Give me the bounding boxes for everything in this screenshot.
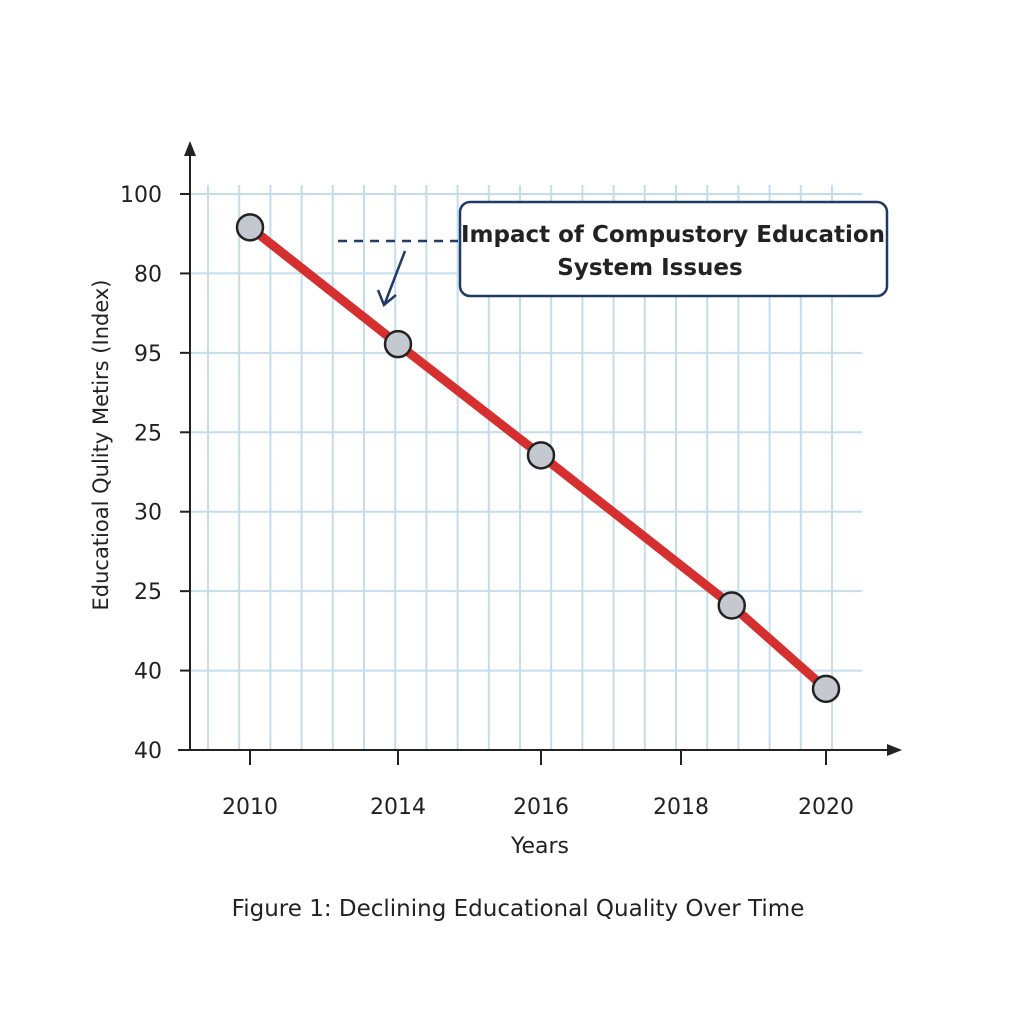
series — [235, 213, 841, 704]
annotation-arrow-shaft — [383, 250, 407, 304]
x-tick-label: 2018 — [653, 795, 709, 820]
annotation-box — [458, 200, 889, 298]
y-tick-label: 100 — [120, 183, 162, 208]
x-axis-arrow-icon — [887, 744, 902, 756]
data-point — [235, 213, 265, 242]
y-tick-label: 95 — [134, 342, 162, 367]
y-tick-label: 40 — [134, 660, 162, 685]
x-tick-labels: 2010 2014 2016 2018 2020 — [222, 750, 854, 820]
chart-caption: Figure 1: Declining Educational Quality … — [232, 896, 805, 922]
data-point — [717, 591, 746, 620]
annotation: Impact of Compustory Education System Is… — [338, 200, 889, 308]
annotation-arrow-icon — [376, 289, 397, 308]
y-tick-labels: 100 80 95 25 30 25 40 40 — [120, 183, 190, 764]
y-tick-label: 25 — [134, 580, 162, 605]
y-tick-label: 30 — [134, 501, 162, 526]
y-axis-arrow-icon — [184, 141, 196, 156]
y-tick-label: 40 — [134, 739, 162, 764]
x-tick-label: 2010 — [222, 795, 278, 820]
y-tick-label: 80 — [134, 262, 162, 287]
y-tick-label: 25 — [134, 421, 162, 446]
data-point — [383, 329, 413, 359]
data-point — [526, 441, 556, 470]
annotation-line1: Impact of Compustory Education — [461, 222, 885, 248]
axes — [178, 141, 902, 756]
x-tick-label: 2016 — [513, 795, 569, 820]
x-tick-label: 2020 — [798, 795, 854, 820]
x-axis-label: Years — [510, 834, 569, 859]
annotation-line2: System Issues — [557, 255, 742, 281]
x-tick-label: 2014 — [370, 795, 426, 820]
y-axis-label: Educatioal Qulity Metirs (Index) — [89, 279, 113, 610]
data-point — [811, 674, 841, 704]
